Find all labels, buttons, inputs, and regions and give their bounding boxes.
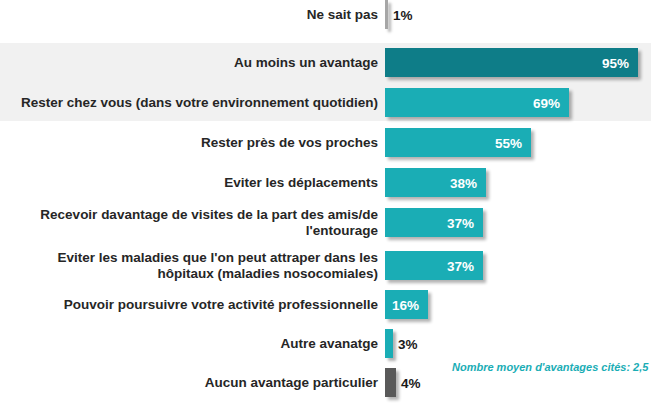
bar-row: Eviter les maladies que l'on peut attrap…	[0, 251, 651, 280]
category-label: Rester près de vos proches	[0, 128, 378, 157]
category-label: Ne sait pas	[0, 0, 378, 29]
value-label: 1%	[393, 7, 413, 22]
category-label: Pouvoir poursuivre votre activité profes…	[0, 290, 378, 319]
value-label: 37%	[447, 258, 474, 273]
bar-track: 95%	[385, 48, 651, 77]
category-label: Eviter les déplacements	[0, 168, 378, 197]
bar-chart: Au moins un avantage 95% Rester chez vou…	[0, 0, 651, 407]
category-label: Autre avanatge	[0, 329, 378, 358]
category-label: Eviter les maladies que l'on peut attrap…	[0, 251, 378, 280]
bar	[385, 329, 393, 358]
category-label: Aucun avantage particulier	[0, 368, 378, 397]
bar-track: 69%	[385, 88, 651, 117]
bar	[385, 48, 638, 77]
mean-advantages-annotation: Nombre moyen d'avantages cités: 2,5	[452, 361, 647, 373]
bar-track: 16%	[385, 290, 651, 319]
bar	[385, 368, 396, 397]
value-label: 55%	[495, 135, 522, 150]
value-label: 69%	[533, 95, 560, 110]
bar-track: 37%	[385, 208, 651, 237]
bar-row: Ne sait pas 1%	[0, 0, 651, 29]
bar-row: Eviter les déplacements 38%	[0, 168, 651, 197]
value-label: 4%	[401, 375, 421, 390]
bar-track: 55%	[385, 128, 651, 157]
bar-row: Autre avanatge 3%	[0, 329, 651, 358]
value-label: 38%	[450, 175, 477, 190]
bar-track: 37%	[385, 251, 651, 280]
bar-row: Recevoir davantage de visites de la part…	[0, 208, 651, 237]
bar-row: Pouvoir poursuivre votre activité profes…	[0, 290, 651, 319]
bar-row: Au moins un avantage 95%	[0, 48, 651, 77]
bar-row: Rester chez vous (dans votre environneme…	[0, 88, 651, 117]
value-label: 16%	[392, 297, 419, 312]
bar	[385, 0, 388, 29]
value-label: 95%	[602, 55, 629, 70]
category-label: Au moins un avantage	[0, 48, 378, 77]
value-label: 3%	[398, 336, 418, 351]
category-label: Rester chez vous (dans votre environneme…	[0, 88, 378, 117]
bar-row: Rester près de vos proches 55%	[0, 128, 651, 157]
bar-track: 38%	[385, 168, 651, 197]
value-label: 37%	[447, 215, 474, 230]
bar-track: 1%	[385, 0, 651, 29]
category-label: Recevoir davantage de visites de la part…	[0, 208, 378, 237]
bar-track: 3%	[385, 329, 651, 358]
